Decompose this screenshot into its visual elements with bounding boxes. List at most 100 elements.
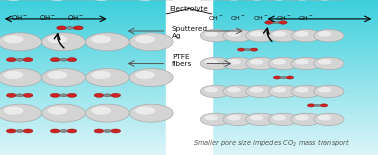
Bar: [212, 103, 378, 106]
Circle shape: [246, 113, 276, 126]
Bar: [212, 90, 378, 93]
Bar: [212, 8, 378, 10]
Bar: [212, 70, 378, 72]
Bar: [212, 62, 378, 65]
Bar: [212, 16, 378, 18]
Circle shape: [250, 115, 263, 120]
Bar: [0, 121, 166, 124]
Circle shape: [318, 59, 332, 65]
Bar: [212, 10, 378, 13]
Bar: [0, 124, 166, 127]
Circle shape: [23, 93, 33, 97]
Bar: [0, 36, 166, 39]
Circle shape: [227, 31, 241, 37]
Circle shape: [246, 29, 276, 42]
Circle shape: [295, 115, 309, 120]
Bar: [0, 96, 166, 98]
Circle shape: [85, 33, 129, 51]
Bar: [0, 119, 166, 121]
Circle shape: [204, 87, 218, 93]
Circle shape: [273, 21, 279, 24]
Circle shape: [60, 129, 67, 133]
Circle shape: [200, 57, 231, 70]
Bar: [0, 3, 166, 5]
Bar: [212, 78, 378, 80]
Circle shape: [91, 35, 111, 43]
Circle shape: [42, 104, 85, 122]
Circle shape: [250, 59, 263, 65]
Bar: [0, 106, 166, 108]
Bar: [0, 108, 166, 111]
Circle shape: [129, 33, 173, 51]
Bar: [0, 78, 166, 80]
Bar: [212, 145, 378, 147]
Circle shape: [94, 93, 104, 97]
Circle shape: [48, 71, 67, 79]
Circle shape: [273, 87, 286, 93]
Text: OH$^-$: OH$^-$: [253, 14, 269, 22]
Bar: [0, 80, 166, 83]
Bar: [212, 31, 378, 34]
Circle shape: [50, 93, 60, 97]
Circle shape: [291, 85, 321, 98]
Circle shape: [314, 113, 344, 126]
Circle shape: [227, 59, 241, 65]
Bar: [212, 52, 378, 54]
Circle shape: [295, 87, 309, 93]
Bar: [212, 96, 378, 98]
Bar: [212, 98, 378, 101]
Bar: [0, 114, 166, 116]
Bar: [0, 88, 166, 90]
Circle shape: [129, 104, 173, 122]
Bar: [212, 44, 378, 46]
Circle shape: [66, 26, 74, 29]
Circle shape: [279, 21, 287, 24]
Bar: [212, 28, 378, 31]
Bar: [0, 28, 166, 31]
Text: OH$^-$: OH$^-$: [276, 14, 291, 22]
Circle shape: [16, 94, 23, 97]
Circle shape: [223, 113, 253, 126]
Bar: [0, 26, 166, 28]
Circle shape: [57, 26, 67, 30]
Circle shape: [0, 69, 42, 86]
Circle shape: [223, 29, 253, 42]
Circle shape: [223, 85, 253, 98]
Circle shape: [135, 107, 155, 115]
Text: Electrolyte: Electrolyte: [170, 6, 208, 11]
Circle shape: [200, 85, 231, 98]
Circle shape: [204, 31, 218, 37]
Bar: [0, 21, 166, 23]
Circle shape: [250, 48, 258, 51]
Circle shape: [67, 129, 77, 133]
Circle shape: [268, 29, 299, 42]
Circle shape: [200, 113, 231, 126]
Circle shape: [268, 85, 299, 98]
Circle shape: [50, 58, 60, 62]
Circle shape: [295, 59, 309, 65]
Circle shape: [204, 59, 218, 65]
Circle shape: [23, 58, 33, 62]
Text: OH$^-$: OH$^-$: [230, 14, 246, 22]
Bar: [0, 0, 166, 3]
Bar: [0, 145, 166, 147]
Bar: [212, 13, 378, 16]
Bar: [212, 21, 378, 23]
Circle shape: [16, 58, 23, 61]
Circle shape: [268, 113, 299, 126]
Circle shape: [129, 69, 173, 86]
Circle shape: [227, 87, 241, 93]
Bar: [212, 5, 378, 8]
Circle shape: [136, 0, 154, 1]
Circle shape: [273, 0, 285, 1]
Circle shape: [318, 115, 332, 120]
Bar: [212, 67, 378, 70]
Bar: [0, 16, 166, 18]
Circle shape: [205, 0, 217, 1]
Circle shape: [237, 48, 245, 51]
Bar: [0, 152, 166, 155]
Bar: [0, 39, 166, 41]
Circle shape: [246, 85, 276, 98]
Circle shape: [280, 76, 287, 79]
Circle shape: [0, 33, 42, 51]
